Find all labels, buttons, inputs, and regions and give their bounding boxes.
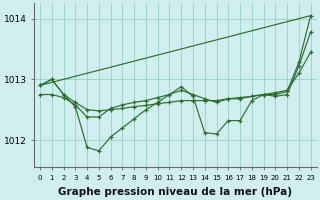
X-axis label: Graphe pression niveau de la mer (hPa): Graphe pression niveau de la mer (hPa) <box>58 187 292 197</box>
